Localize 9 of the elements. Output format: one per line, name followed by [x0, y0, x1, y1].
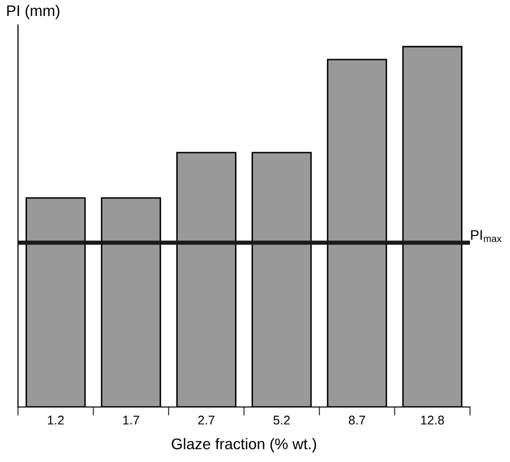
x-tick-label: 5.2	[273, 416, 290, 425]
x-tick-label: 8.7	[348, 416, 366, 425]
ref-line-label: PI$_{max}$	[471, 230, 502, 242]
y-axis-title: PI (mm)	[7, 4, 60, 20]
x-tick-label: 1.7	[123, 416, 140, 424]
x-tick-label: 2.7	[198, 416, 214, 424]
x-tick-label: 12.8	[421, 416, 444, 425]
x-tick-label: 1.2	[48, 416, 64, 424]
x-axis-title: Glaze fraction (% wt.)	[172, 438, 316, 452]
